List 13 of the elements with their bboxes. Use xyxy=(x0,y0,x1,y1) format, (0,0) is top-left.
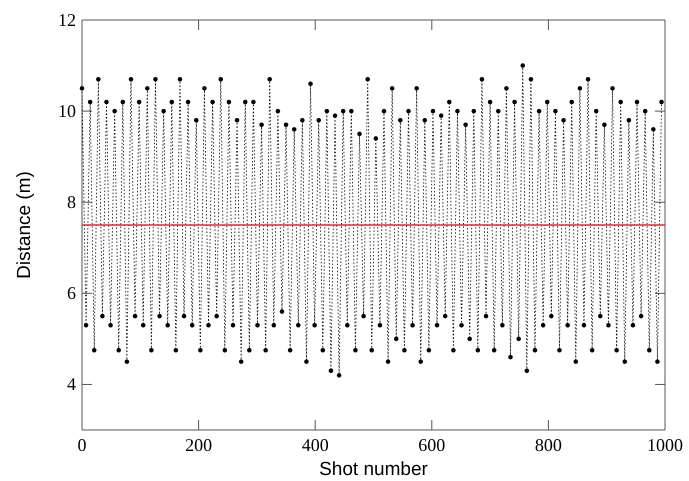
y-tick-label: 12 xyxy=(58,10,76,30)
y-tick-label: 8 xyxy=(67,192,76,212)
x-tick-label: 600 xyxy=(418,434,446,455)
x-tick-label: 200 xyxy=(185,434,212,455)
x-tick-label: 1000 xyxy=(647,434,683,455)
x-tick-label: 400 xyxy=(302,434,329,455)
y-tick-label: 6 xyxy=(67,283,76,304)
y-tick-label: 4 xyxy=(67,374,76,394)
y-axis-title: Distance (m) xyxy=(14,171,35,279)
y-tick-label: 10 xyxy=(58,100,76,121)
x-axis-title: Shot number xyxy=(319,459,429,480)
x-tick-label: 0 xyxy=(78,434,86,455)
x-tick-label: 800 xyxy=(534,434,562,455)
